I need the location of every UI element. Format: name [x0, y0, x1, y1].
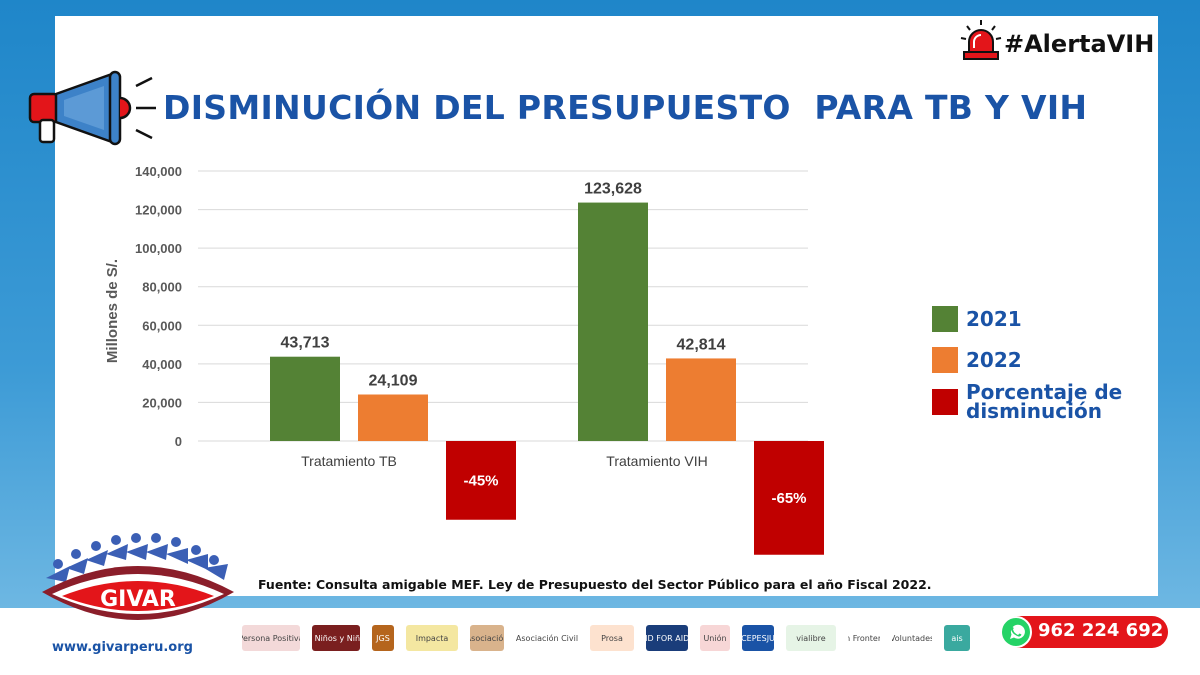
partner-logo-10: vialibre	[786, 625, 836, 651]
bar-porcentaje-de-disminución-0	[446, 441, 516, 520]
partner-logo-13: ais	[944, 625, 970, 651]
legend-label-2021: 2021	[966, 306, 1022, 331]
y-tick-label: 140,000	[135, 164, 182, 179]
data-label: -45%	[463, 472, 498, 489]
partner-logo-9: CEPESJU	[742, 625, 774, 651]
hashtag: #AlertaVIH	[1004, 30, 1155, 58]
legend-item-decrease: Porcentaje de disminución	[932, 380, 1126, 423]
partner-logo-5: Asociación Civil	[516, 625, 578, 651]
data-label: 24,109	[369, 373, 418, 390]
legend-label-decrease: Porcentaje de disminución	[966, 380, 1123, 423]
partner-logo-7: AID FOR AIDS	[646, 625, 688, 651]
y-tick-label: 40,000	[142, 357, 182, 372]
partner-logo-11: Sin Fronteras	[848, 625, 880, 651]
y-tick-label: 20,000	[142, 395, 182, 410]
source-note: Fuente: Consulta amigable MEF. Ley de Pr…	[258, 577, 932, 592]
bar-chart: 140,000 120,000 100,000 80,000 60,000 40,000 2…	[104, 164, 824, 555]
partner-logo-6: Prosa	[590, 625, 634, 651]
legend-swatch-decrease	[932, 389, 958, 415]
partner-logo-12: Voluntades	[892, 625, 932, 651]
legend-item-2021: 2021	[932, 306, 1022, 332]
data-label: 42,814	[677, 336, 726, 353]
logo-text: GIVAR	[100, 587, 176, 612]
page-title: DISMINUCIÓN DEL PRESUPUESTO PARA TB Y VI…	[163, 88, 1088, 127]
legend-label-2022: 2022	[966, 347, 1022, 372]
whatsapp-icon	[1000, 616, 1032, 648]
partner-logo-0: Persona Positiva	[242, 625, 300, 651]
partner-logo-8: Unión	[700, 625, 730, 651]
partner-logo-3: Impacta	[406, 625, 458, 651]
partner-logo-2: JGS	[372, 625, 394, 651]
y-tick-label: 80,000	[142, 280, 182, 295]
website-link[interactable]: www.givarperu.org	[52, 640, 193, 655]
bar-2021-0	[270, 356, 340, 441]
partner-logo-4: Asociación	[470, 625, 504, 651]
y-tick-label: 0	[175, 434, 182, 449]
bar-2022-1	[666, 358, 736, 441]
data-label: 123,628	[584, 181, 642, 198]
y-axis-label: Millones de S/.	[104, 259, 121, 363]
megaphone-icon	[28, 70, 156, 146]
partner-logo-1: Tierra de Niños y Niñas Libres	[312, 625, 360, 651]
phone-number: 962 224 692	[1038, 620, 1164, 641]
y-tick-label: 60,000	[142, 318, 182, 333]
y-tick-label: 100,000	[135, 241, 182, 256]
legend-item-2022: 2022	[932, 347, 1022, 373]
givar-logo: GIVAR	[42, 533, 234, 620]
bar-2022-0	[358, 394, 428, 441]
x-category-label: Tratamiento TB	[301, 453, 397, 469]
data-label: -65%	[771, 490, 806, 507]
legend-swatch-2022	[932, 347, 958, 373]
legend-swatch-2021	[932, 306, 958, 332]
partner-logos: Persona Positiva Tierra de Niños y Niñas …	[242, 618, 970, 658]
bar-2021-1	[578, 202, 648, 441]
x-category-label: Tratamiento VIH	[606, 453, 707, 469]
bar-porcentaje-de-disminución-1	[754, 441, 824, 555]
siren-icon	[960, 20, 1002, 60]
data-label: 43,713	[281, 335, 330, 352]
y-tick-label: 120,000	[135, 203, 182, 218]
